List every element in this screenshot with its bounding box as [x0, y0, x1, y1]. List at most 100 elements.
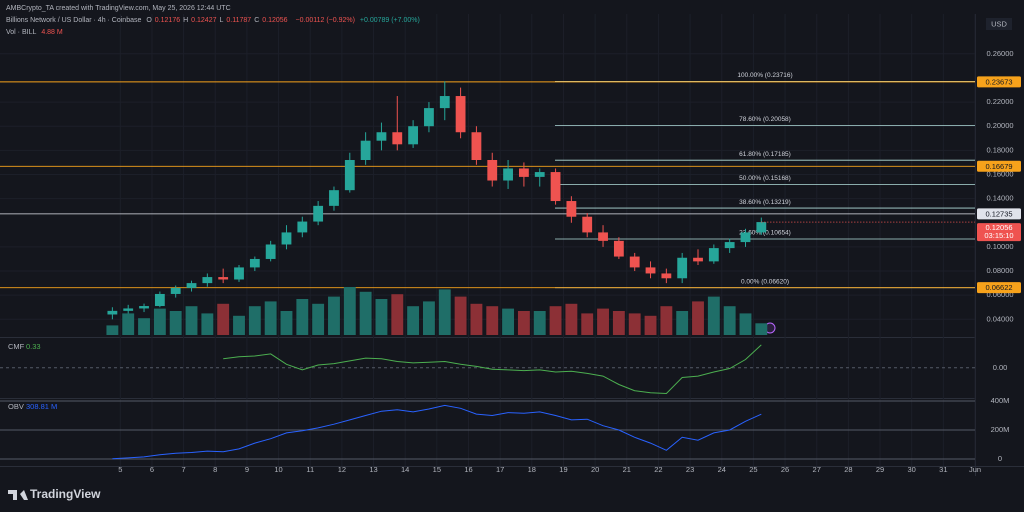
candle-body — [439, 96, 450, 109]
y-tick-label: 0.04000 — [986, 314, 1013, 323]
indicator-name: CMF — [8, 342, 25, 351]
level-tag: 0.16679 — [985, 162, 1012, 171]
volume-bar — [502, 308, 515, 335]
symbol-line: Billions Network / US Dollar · 4h · Coin… — [6, 15, 423, 27]
x-tick-label: 17 — [496, 465, 504, 474]
candle-body — [329, 190, 339, 206]
volume-bar — [122, 313, 135, 335]
fib-label: 78.60% (0.20058) — [739, 116, 791, 123]
volume-bar — [533, 311, 546, 335]
candle-body — [455, 96, 466, 133]
fib-label: 61.80% (0.17185) — [739, 151, 791, 158]
x-tick-label: 21 — [623, 465, 631, 474]
x-tick-label: 30 — [908, 465, 916, 474]
x-tick-label: 18 — [528, 465, 536, 474]
level-tag: 0.23673 — [985, 77, 1012, 86]
x-tick-label: 22 — [654, 465, 662, 474]
x-tick-label: 20 — [591, 465, 599, 474]
candle-body — [313, 205, 324, 222]
candle-body — [740, 232, 751, 243]
fib-label: 0.00% (0.06620) — [741, 278, 789, 285]
y-tick-label: 200M — [991, 425, 1010, 434]
x-tick-label: 7 — [182, 465, 186, 474]
volume-bar — [644, 315, 657, 335]
x-tick-label: 14 — [401, 465, 409, 474]
change-day: +0.00789 (+7.00%) — [359, 17, 420, 24]
attribution: AMBCrypto_TA created with TradingView.co… — [6, 5, 231, 12]
ohlc-label: H — [183, 17, 189, 24]
plot: 5 6 7 8 9 10 11 12 13 14 15 16 17 18 19 20 21 22 23 24 25 26 2… — [0, 14, 1021, 474]
ohlc-label: O — [146, 17, 152, 24]
volume-bar — [106, 325, 119, 335]
volume-bar — [739, 313, 752, 335]
volume-bar — [723, 306, 736, 335]
level-tag-box — [977, 282, 1021, 294]
volume-bar — [628, 313, 641, 335]
volume-bar — [707, 296, 720, 335]
x-tick-label: 16 — [464, 465, 472, 474]
candle-body — [360, 140, 371, 160]
volume-bar — [312, 303, 325, 335]
level-tag-box — [977, 76, 1021, 88]
x-tick-label: 26 — [781, 465, 789, 474]
volume-bar — [138, 318, 150, 335]
indicator-value: 308.81 M — [26, 402, 57, 411]
volume-value: 4.88 M — [41, 29, 63, 36]
fib-label: 50.00% (0.15168) — [739, 175, 791, 182]
x-tick-label: 27 — [813, 465, 821, 474]
x-tick-label: 13 — [369, 465, 377, 474]
fib-label: 100.00% (0.23716) — [737, 72, 792, 79]
candle-body — [297, 221, 308, 233]
candle-body — [234, 267, 244, 280]
volume-bar — [454, 296, 467, 335]
candle-body — [202, 277, 213, 284]
volume-bar — [328, 296, 340, 335]
x-tick-label: 10 — [274, 465, 282, 474]
x-tick-label: Jun — [969, 465, 981, 474]
candle-body — [756, 222, 767, 233]
volume-bar — [423, 301, 435, 335]
indicator-name: OBV — [8, 402, 24, 411]
fib-label: 38.60% (0.13219) — [739, 199, 791, 206]
candle-body — [629, 256, 640, 268]
volume-bar — [597, 308, 609, 335]
volume-bar — [217, 303, 230, 335]
x-tick-label: 25 — [749, 465, 757, 474]
y-tick-label: 0.06000 — [986, 290, 1013, 299]
y-tick-label: 0.10000 — [986, 242, 1013, 251]
candle-body — [582, 216, 593, 233]
x-tick-label: 5 — [118, 465, 122, 474]
candle-body — [170, 287, 181, 294]
fib-label: 23.60% (0.10654) — [739, 230, 791, 237]
ohlc-value: 0.12427 — [191, 17, 217, 24]
logo-text: TradingView — [30, 487, 101, 501]
marker-tag-box — [977, 208, 1021, 220]
y-tick-label: 0.26000 — [986, 49, 1013, 58]
candle-body — [265, 244, 276, 259]
candle-body — [598, 232, 608, 241]
indicator-line — [223, 344, 762, 395]
volume-bar — [755, 323, 768, 335]
volume-bar — [486, 306, 499, 335]
candle-body — [534, 172, 545, 177]
volume-bar — [692, 301, 704, 335]
last-price: 0.12056 — [985, 223, 1012, 232]
volume-bar — [612, 311, 625, 335]
indicator-line — [112, 404, 762, 460]
volume-bar — [549, 306, 562, 335]
volume-bar — [359, 291, 372, 335]
x-tick-label: 6 — [150, 465, 154, 474]
ohlc-value: 0.11787 — [226, 17, 252, 24]
candle-body — [424, 108, 434, 127]
candle-body — [408, 126, 419, 145]
candle-body — [154, 293, 165, 307]
volume-name: Vol · BILL — [6, 29, 37, 36]
currency: USD — [991, 19, 1007, 28]
volume-bar — [343, 287, 356, 335]
volume-bar — [660, 306, 673, 335]
x-tick-label: 11 — [306, 465, 314, 474]
x-tick-label: 8 — [213, 465, 217, 474]
x-tick-label: 29 — [876, 465, 884, 474]
